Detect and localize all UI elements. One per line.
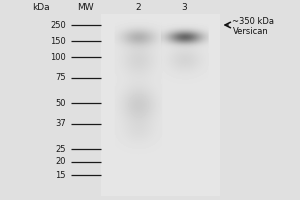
Text: 3: 3 — [182, 3, 188, 12]
Text: kDa: kDa — [32, 3, 49, 12]
Bar — [100, 14, 219, 196]
Text: 37: 37 — [55, 119, 66, 129]
Text: 250: 250 — [50, 21, 66, 29]
Text: 25: 25 — [56, 144, 66, 154]
Text: 100: 100 — [50, 52, 66, 62]
Text: ~350 kDa: ~350 kDa — [232, 17, 274, 25]
Text: Versican: Versican — [232, 26, 268, 36]
Text: 50: 50 — [56, 98, 66, 108]
Text: 2: 2 — [135, 3, 141, 12]
Text: 75: 75 — [56, 73, 66, 82]
Text: 20: 20 — [56, 158, 66, 166]
Text: MW: MW — [77, 3, 94, 12]
Text: 150: 150 — [50, 36, 66, 46]
Text: 15: 15 — [56, 170, 66, 180]
